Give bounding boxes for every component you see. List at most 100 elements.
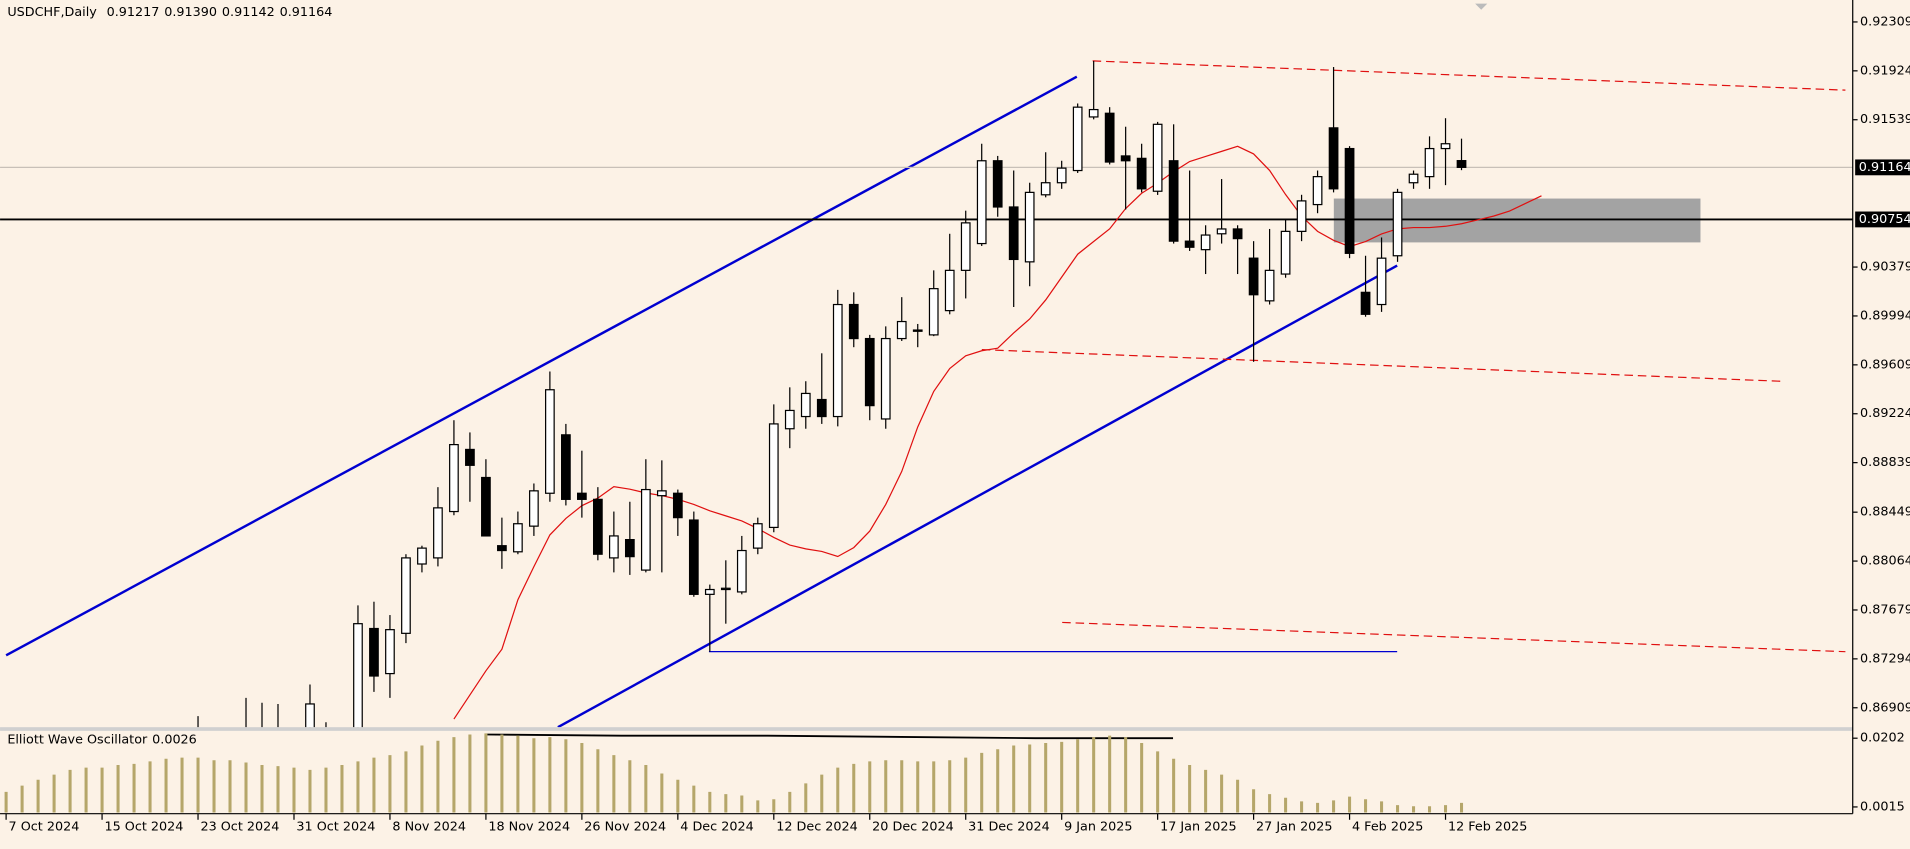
candle-body [880,337,891,420]
candle-body [481,476,491,537]
x-tick-label: 31 Oct 2024 [296,820,375,835]
oscillator-label: Elliott Wave Oscillator 0.0026 [7,732,196,747]
last-price-label: 0.91164 [1859,160,1910,175]
x-tick-label: 4 Feb 2025 [1352,820,1423,835]
candle-body [1440,143,1451,150]
y-tick-label: 0.91539 [1860,112,1910,127]
candle-body [385,629,395,675]
last-price-box [1855,159,1910,176]
candle-body [1088,108,1099,118]
candle-body [497,545,507,552]
candle-body [976,160,987,245]
oscillator-name: Elliott Wave Oscillator [7,732,148,747]
candle-body [1072,106,1083,172]
zone-rectangle [1333,198,1701,243]
candle-body [1424,147,1435,178]
x-tick-label: 18 Nov 2024 [488,820,570,835]
y-tick-label: 0.86909 [1860,700,1910,715]
candle-body [1232,228,1243,240]
candle-body [417,547,427,565]
y-tick-label: 0.91924 [1860,63,1910,78]
x-tick-label: 12 Dec 2024 [776,820,858,835]
x-tick-label: 17 Jan 2025 [1160,820,1237,835]
candle-body [960,222,971,271]
oscillator-pane [4,733,1464,813]
candle-body [704,588,715,595]
candle-body [912,329,923,332]
x-tick-label: 12 Feb 2025 [1448,820,1527,835]
candle-body [672,492,683,519]
candle-body [736,549,747,593]
candle-body [928,288,939,336]
candle-body [1248,257,1259,296]
candle-body [1376,257,1387,306]
x-tick-label: 7 Oct 2024 [9,820,80,835]
x-tick-label: 20 Dec 2024 [872,820,954,835]
candle-body [1344,147,1355,254]
candle-body [1264,269,1275,302]
x-tick-label: 9 Jan 2025 [1064,820,1132,835]
last-open: 0.91217 [107,5,160,20]
candle-body [848,303,859,340]
x-tick-label: 26 Nov 2024 [584,820,666,835]
x-tick-label: 27 Jan 2025 [1256,820,1333,835]
candle-body [1312,176,1323,206]
dashed-line [1092,60,1846,91]
oscillator-value: 0.0026 [152,732,197,747]
chart-header: USDCHF,Daily 0.91217 0.91390 0.91142 0.91164 [7,5,332,20]
candle-body [896,320,907,340]
candle-body [529,490,539,527]
candle-body [1296,200,1307,232]
candle-body [1008,206,1019,261]
candle-body [784,409,795,430]
y-tick-label: 0.88839 [1860,455,1910,470]
price-pane [0,60,1853,728]
candle-body [401,557,411,634]
y-tick-label: 0.90379 [1860,260,1910,275]
candle-body [752,523,763,549]
pane-separator [0,727,1853,731]
candle-body [577,492,587,500]
hline-price-label: 0.90754 [1859,212,1910,227]
candle-body [1136,157,1147,190]
candle-body [688,519,699,595]
candle-body [832,303,843,418]
y-tick-label: 0.0202 [1860,731,1905,746]
candle-body [1280,230,1291,275]
last-close: 0.91164 [280,5,333,20]
candle-body [1456,160,1467,168]
symbol: USDCHF,Daily [7,5,97,20]
candle-body [944,269,955,312]
y-tick-label: 0.88064 [1860,554,1910,569]
candle-body [369,627,379,677]
candle-body [1040,182,1051,196]
candle-body [720,587,731,591]
lower-channel-line [557,264,1398,728]
x-tick-label: 31 Dec 2024 [968,820,1050,835]
y-tick-label: 0.89224 [1860,406,1910,421]
hline-price-box [1855,211,1910,228]
candle-body [640,488,651,571]
y-tick-label: 0.87294 [1860,651,1910,666]
candle-body [800,392,811,418]
last-high: 0.91390 [164,5,217,20]
y-tick-label: 0.89609 [1860,357,1910,372]
y-tick-label: 0.92309 [1860,14,1910,29]
candle-body [1168,160,1179,242]
candle-body [816,398,827,418]
signal-line [484,733,1174,740]
candle-body [465,448,475,466]
candle-body [353,623,363,728]
candle-body [433,507,443,559]
dashed-line [1062,621,1846,653]
candle-body [1328,127,1339,190]
candle-body [1392,191,1403,257]
x-tick-label: 4 Dec 2024 [680,820,753,835]
y-tick-label: 0.88449 [1860,505,1910,520]
candle-body [1104,112,1115,163]
shift-marker [1475,3,1488,10]
candle-body [864,337,875,407]
